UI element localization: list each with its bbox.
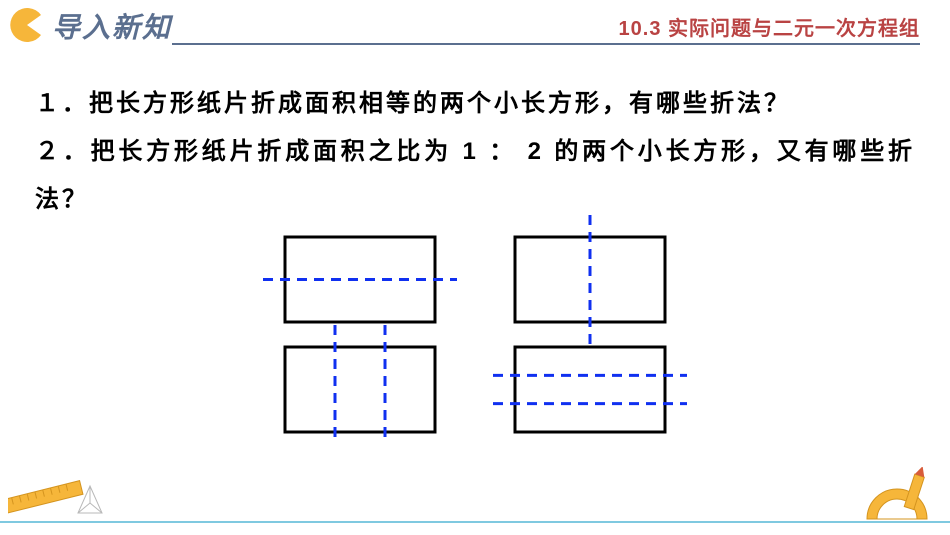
content-area: １．把长方形纸片折成面积相等的两个小长方形，有哪些折法？ ２．把长方形纸片折成面… <box>0 50 950 449</box>
slide-header: 导入新知 10.3 实际问题与二元一次方程组 <box>0 0 950 50</box>
diagrams-container <box>35 214 915 449</box>
fold-diagram <box>225 214 725 444</box>
ruler-icon <box>8 471 103 521</box>
question-1: １．把长方形纸片折成面积相等的两个小长方形，有哪些折法？ <box>35 80 915 128</box>
pacman-icon <box>10 8 44 47</box>
title-underline <box>172 43 920 45</box>
section-title: 导入新知 <box>52 6 172 46</box>
question-2: ２．把长方形纸片折成面积之比为 1 ： 2 的两个小长方形，又有哪些折法？ <box>35 128 915 224</box>
chapter-title: 10.3 实际问题与二元一次方程组 <box>619 12 920 41</box>
protractor-pencil-icon <box>862 467 942 527</box>
footer-line <box>0 521 950 523</box>
